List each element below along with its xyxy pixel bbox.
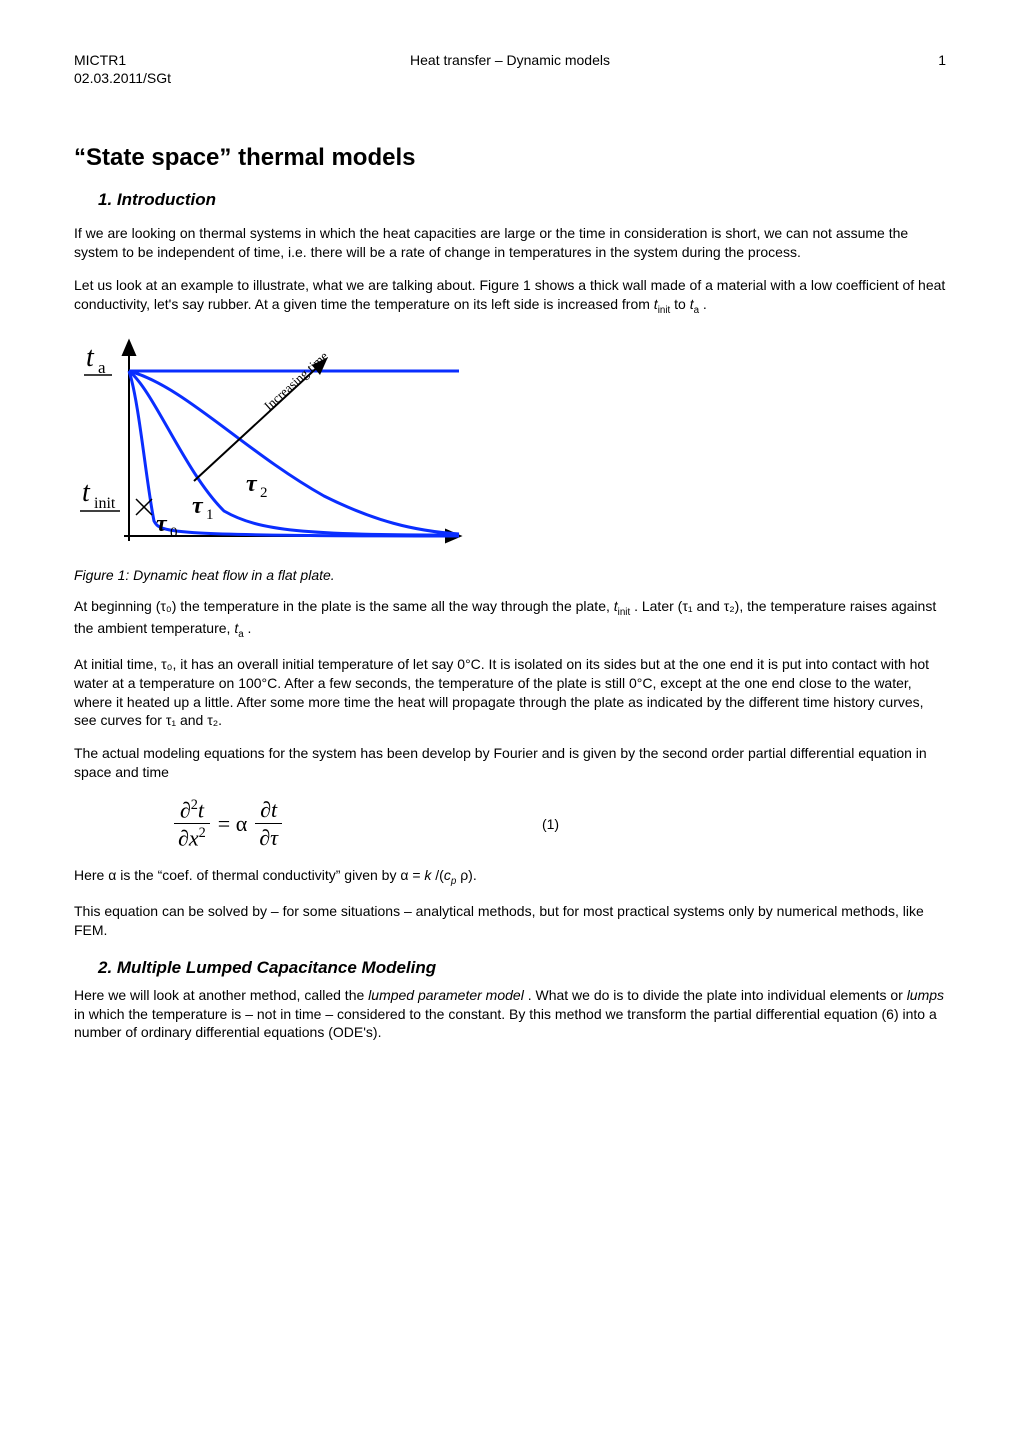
t-init-sub: init [658, 304, 671, 315]
equation-1: ∂2t ∂x2 = α ∂t ∂τ (1) [174, 798, 946, 850]
intro-paragraph-1: If we are looking on thermal systems in … [74, 224, 946, 262]
document-title: “State space” thermal models [74, 144, 946, 172]
figure-1-caption: Figure 1: Dynamic heat flow in a flat pl… [74, 567, 946, 583]
p8-b: lumped parameter model [368, 987, 524, 1003]
p3-c: . [248, 620, 252, 636]
p3-ta-sub: a [238, 629, 243, 640]
page-header: MICTR1 02.03.2011/SGt Heat transfer – Dy… [74, 52, 946, 88]
header-title: Heat transfer – Dynamic models [74, 52, 946, 68]
page-number: 1 [938, 52, 946, 68]
p2-text-c: . [703, 296, 707, 312]
p6-cp-sub: p [451, 876, 456, 887]
ta-sub-label: a [98, 358, 106, 377]
section-2-heading: 2. Multiple Lumped Capacitance Modeling [98, 958, 946, 978]
p3-tinit-sub: init [618, 606, 631, 617]
paragraph-6: Here α is the “coef. of thermal conducti… [74, 866, 946, 888]
p2-text-a: Let us look at an example to illustrate,… [74, 277, 945, 312]
tinit-label: t [82, 477, 91, 508]
doc-date: 02.03.2011/SGt [74, 70, 171, 86]
intro-paragraph-2: Let us look at an example to illustrate,… [74, 276, 946, 317]
p8-a: Here we will look at another method, cal… [74, 987, 368, 1003]
paragraph-7: This equation can be solved by – for som… [74, 902, 946, 940]
tau2-label: τ [246, 471, 258, 497]
paragraph-4: At initial time, τ₀, it has an overall i… [74, 655, 946, 731]
paragraph-5: The actual modeling equations for the sy… [74, 744, 946, 782]
paragraph-3: At beginning (τ₀) the temperature in the… [74, 597, 946, 641]
equation-number: (1) [542, 816, 559, 832]
eq-rhs: ∂t ∂τ [255, 798, 282, 849]
tau2-sub: 2 [260, 485, 268, 501]
p3-a: At beginning (τ₀) the temperature in the… [74, 598, 614, 614]
section-1-heading: 1. Introduction [98, 190, 946, 210]
tinit-sub-label: init [94, 495, 116, 512]
page: MICTR1 02.03.2011/SGt Heat transfer – Dy… [0, 0, 1020, 1443]
p6-cp: c [444, 867, 451, 883]
figure-1-svg: Increasing time t a t init τ 0 τ 1 τ 2 [74, 331, 474, 561]
eq-lhs: ∂2t ∂x2 [174, 798, 210, 850]
p6-k: k [424, 867, 431, 883]
p8-d: lumps [907, 987, 944, 1003]
tau1-label: τ [192, 493, 204, 519]
p6-c: ρ). [460, 867, 477, 883]
p6-a: Here α is the “coef. of thermal conducti… [74, 867, 424, 883]
ta-label: t [86, 342, 95, 373]
t-a-sub: a [694, 304, 699, 315]
p8-e: in which the temperature is – not in tim… [74, 1006, 937, 1041]
increasing-time-label: Increasing time [261, 348, 331, 413]
paragraph-8: Here we will look at another method, cal… [74, 986, 946, 1043]
eq-equals: = α [210, 811, 255, 837]
tau0-sub: 0 [170, 525, 178, 541]
tau0-label: τ [156, 511, 168, 537]
p6-b: /( [435, 867, 444, 883]
tau1-sub: 1 [206, 507, 214, 523]
p8-c: . What we do is to divide the plate into… [528, 987, 907, 1003]
figure-1: Increasing time t a t init τ 0 τ 1 τ 2 [74, 331, 946, 561]
p2-text-b: to [674, 296, 690, 312]
